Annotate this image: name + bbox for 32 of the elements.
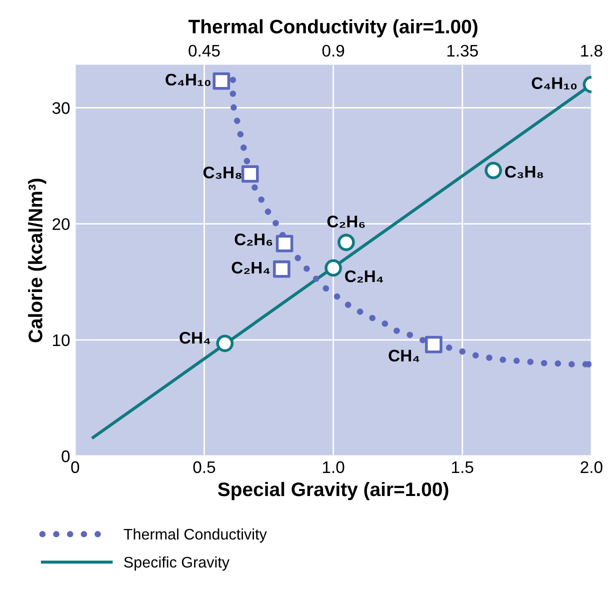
y-tick-label: 20 <box>52 218 70 230</box>
annotation: C₄H₁₀ <box>532 77 577 90</box>
x2-axis-title: Thermal Conductivity (air=1.00) <box>188 19 478 38</box>
x-tick-label: 1.0 <box>322 461 344 474</box>
x-axis-title: Special Gravity (air=1.00) <box>218 482 448 500</box>
annotation: CH₄ <box>388 350 420 362</box>
point <box>338 234 355 252</box>
point <box>216 334 234 352</box>
annotation: C₂H₆ <box>234 233 272 246</box>
x2-tick-label: 0.45 <box>188 44 220 57</box>
x2-tick-label: 1.35 <box>447 44 478 57</box>
point <box>484 162 502 180</box>
legend-label: Thermal Conductivity <box>124 528 267 543</box>
y-tick-label: 0 <box>62 450 70 462</box>
annotation: C₃H₈ <box>505 166 544 178</box>
x2-tick-label: 1.8 <box>581 44 602 57</box>
legend-label: Specific Gravity <box>124 556 230 571</box>
annotation: C₂H₄ <box>232 262 270 274</box>
x-tick-label: 0.5 <box>193 461 216 474</box>
y-tick-label: 30 <box>52 102 70 114</box>
annotation: C₄H₁₀ <box>166 74 210 86</box>
annotation: C₃H₈ <box>203 166 242 179</box>
y-tick-label: 10 <box>53 334 70 346</box>
annotation: C₂H₄ <box>345 270 384 282</box>
x-tick-label: 1.5 <box>452 461 474 474</box>
annotation: C₂H₆ <box>327 216 365 228</box>
x2-tick-label: 0.9 <box>322 44 344 57</box>
x-tick-label: 2.0 <box>580 461 602 474</box>
x-tick-label: 0 <box>71 461 80 474</box>
y-axis-title: Calorie (kcal/Nm³) <box>28 178 46 342</box>
annotation: CH₄ <box>180 332 210 344</box>
point <box>324 259 342 277</box>
